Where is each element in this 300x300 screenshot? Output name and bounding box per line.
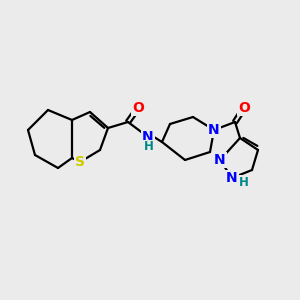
- Text: O: O: [238, 101, 250, 115]
- Text: N: N: [142, 130, 154, 144]
- Text: N: N: [214, 153, 226, 167]
- Text: N: N: [208, 123, 220, 137]
- Text: O: O: [132, 101, 144, 115]
- Text: S: S: [75, 155, 85, 169]
- Text: H: H: [239, 176, 249, 188]
- Text: H: H: [144, 140, 154, 154]
- Text: N: N: [226, 171, 238, 185]
